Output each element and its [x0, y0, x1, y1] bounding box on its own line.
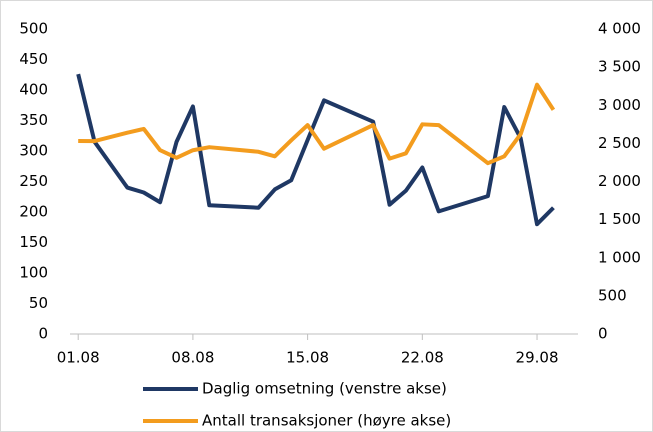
- legend-label: Daglig omsetning (venstre akse): [202, 380, 447, 398]
- y-tick-label: 400: [19, 81, 48, 99]
- y2-tick-label: 3 000: [598, 96, 641, 114]
- y-tick-label: 100: [19, 264, 48, 282]
- y2-tick-label: 1 000: [598, 248, 641, 266]
- x-tick-label: 01.08: [57, 349, 100, 367]
- y2-tick-label: 2 000: [598, 172, 641, 190]
- y2-tick-label: 0: [598, 325, 608, 343]
- line-series: [76, 73, 555, 227]
- x-tick-label: 29.08: [516, 349, 559, 367]
- y-tick-label: 350: [19, 111, 48, 129]
- y2-tick-label: 500: [598, 286, 627, 304]
- y-tick-label: 50: [29, 294, 48, 312]
- y2-tick-label: 4 000: [598, 20, 641, 38]
- y-tick-label: 300: [19, 142, 48, 160]
- y-tick-label: 0: [38, 325, 48, 343]
- legend-label: Antall transaksjoner (høyre akse): [202, 412, 451, 430]
- y-tick-label: 450: [19, 50, 48, 68]
- y2-tick-label: 2 500: [598, 134, 641, 152]
- y2-tick-label: 3 500: [598, 58, 641, 76]
- x-tick-label: 15.08: [286, 349, 329, 367]
- y-tick-label: 250: [19, 172, 48, 190]
- y-tick-label: 200: [19, 203, 48, 221]
- y-tick-label: 150: [19, 233, 48, 251]
- x-tick-label: 08.08: [171, 349, 214, 367]
- line-series: [78, 82, 556, 166]
- x-tick-label: 22.08: [401, 349, 444, 367]
- y2-tick-label: 1 500: [598, 210, 641, 228]
- y-tick-label: 500: [19, 20, 48, 38]
